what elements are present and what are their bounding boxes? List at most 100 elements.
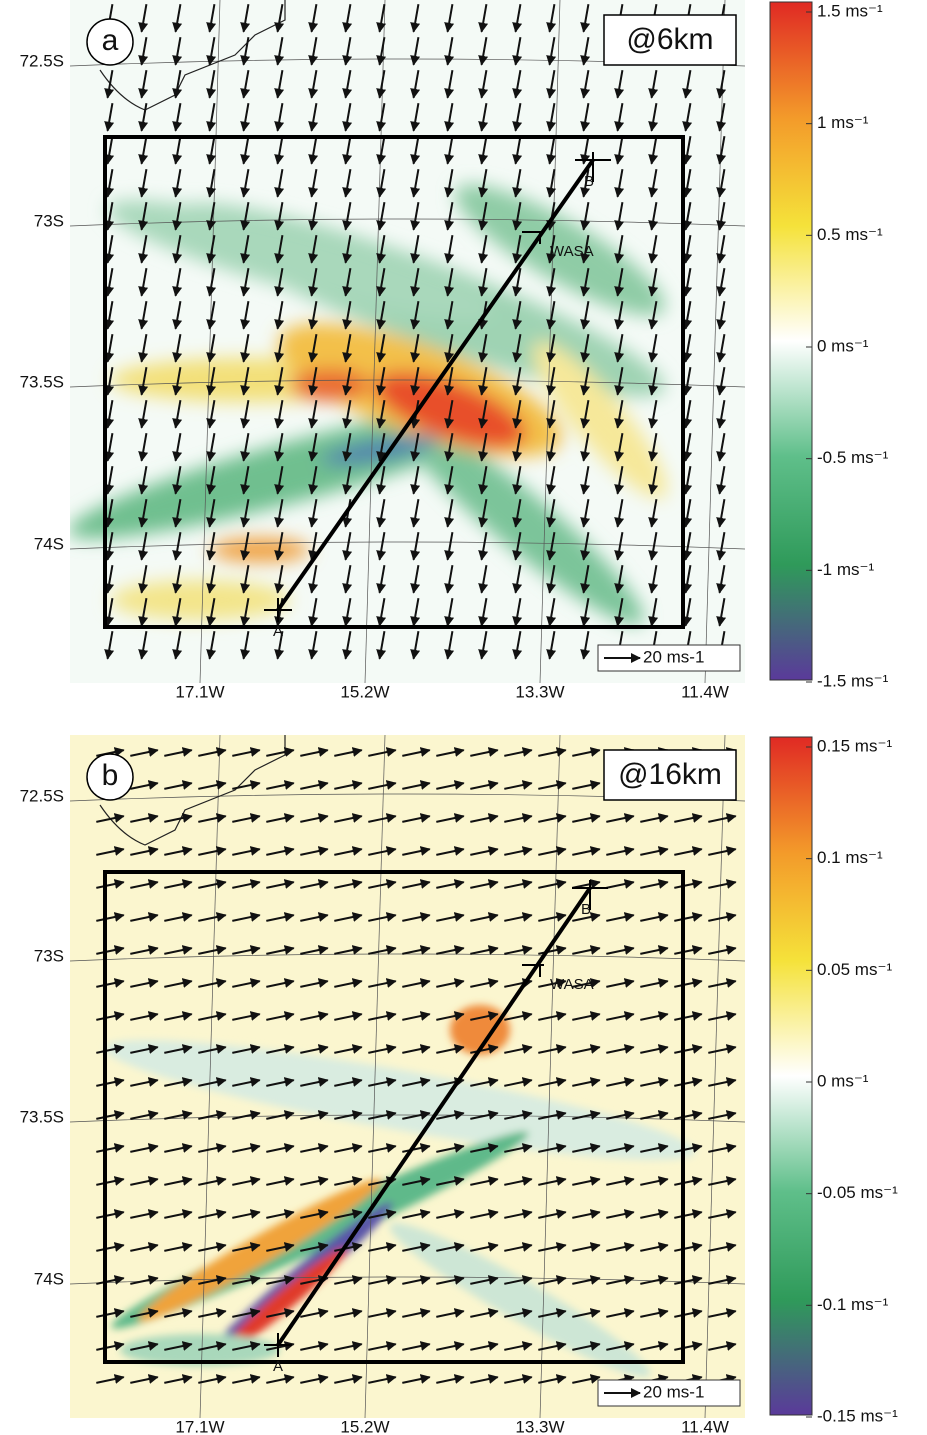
wind-arrow	[232, 1242, 261, 1252]
wind-arrow	[402, 1110, 431, 1120]
wind-arrow	[478, 103, 489, 132]
wind-arrow	[368, 879, 397, 889]
wind-arrow	[538, 846, 567, 856]
wind-arrow	[342, 565, 353, 594]
wind-arrow	[606, 1209, 635, 1219]
wind-arrow	[198, 747, 227, 757]
wind-arrow	[504, 1209, 533, 1219]
wind-arrow	[198, 945, 227, 955]
wind-arrow	[334, 747, 363, 757]
wind-arrow	[538, 1209, 567, 1219]
wind-arrow	[410, 136, 421, 165]
wind-arrow	[614, 70, 625, 99]
wind-arrow	[580, 631, 591, 660]
wind-arrow	[164, 1110, 193, 1120]
wind-arrow	[470, 1176, 499, 1186]
wind-arrow	[402, 978, 431, 988]
wind-arrow	[130, 1176, 159, 1186]
wind-arrow	[614, 301, 625, 330]
wind-arrow	[444, 400, 455, 429]
wind-arrow	[606, 1341, 635, 1351]
wind-arrow	[130, 1011, 159, 1021]
wind-arrow	[342, 367, 353, 396]
wind-arrow	[198, 1374, 227, 1384]
wind-arrow	[138, 598, 149, 627]
wind-arrow	[708, 1275, 737, 1285]
wind-arrow	[682, 70, 693, 99]
wind-arrow	[504, 1044, 533, 1054]
wind-arrow	[640, 945, 669, 955]
wind-arrow	[512, 433, 523, 462]
wind-arrow	[478, 268, 489, 297]
wind-arrow	[104, 466, 115, 495]
wind-arrow	[274, 334, 285, 363]
wind-arrow	[512, 103, 523, 132]
wind-arrow	[334, 1308, 363, 1318]
colorbar-label: 0 ms⁻¹	[817, 336, 869, 355]
wind-arrow	[342, 4, 353, 33]
longitude-line	[199, 0, 221, 683]
wind-arrow	[130, 846, 159, 856]
wind-arrow	[538, 1044, 567, 1054]
wind-arrow	[538, 978, 567, 988]
wind-arrow	[538, 747, 567, 757]
wind-arrow	[104, 268, 115, 297]
wind-arrow	[546, 70, 557, 99]
wind-arrow	[376, 400, 387, 429]
wind-arrow	[96, 1275, 125, 1285]
wind-arrow	[164, 780, 193, 790]
wind-arrow	[410, 301, 421, 330]
wind-arrow	[274, 433, 285, 462]
wind-arrow	[342, 532, 353, 561]
longitude-label: 15.2W	[340, 682, 389, 701]
wind-arrow	[232, 879, 261, 889]
wind-arrow	[614, 169, 625, 198]
wind-arrow	[198, 780, 227, 790]
panel-label-circle	[86, 753, 134, 801]
wind-arrow	[716, 169, 727, 198]
wind-arrow	[716, 400, 727, 429]
wind-arrow	[538, 879, 567, 889]
wind-arrow	[172, 4, 183, 33]
wind-arrow	[334, 879, 363, 889]
wind-arrow	[308, 400, 319, 429]
wind-arrow	[410, 499, 421, 528]
reference-label: 20 ms-1	[643, 647, 704, 666]
wind-arrow	[172, 532, 183, 561]
wind-arrow	[444, 136, 455, 165]
wind-arrow	[682, 367, 693, 396]
wind-arrow	[572, 1308, 601, 1318]
wind-arrow	[308, 532, 319, 561]
wind-arrow	[164, 1275, 193, 1285]
wind-arrow	[368, 912, 397, 922]
longitude-label: 13.3W	[515, 1417, 564, 1435]
wind-arrow	[546, 169, 557, 198]
wind-arrow	[410, 70, 421, 99]
longitude-line	[704, 735, 726, 1418]
wind-arrow	[164, 1308, 193, 1318]
wind-arrow	[172, 631, 183, 660]
wind-arrow	[206, 565, 217, 594]
wind-arrow	[614, 466, 625, 495]
reference-label: 20 ms-1	[643, 1382, 704, 1401]
wind-arrow	[716, 268, 727, 297]
wind-arrow	[546, 499, 557, 528]
wind-arrow	[368, 846, 397, 856]
wind-arrow	[512, 499, 523, 528]
wind-arrow	[138, 235, 149, 264]
wind-arrow	[402, 813, 431, 823]
wind-arrow	[308, 334, 319, 363]
wind-arrow	[648, 466, 659, 495]
wind-arrow	[300, 780, 329, 790]
wind-arrow	[436, 1209, 465, 1219]
wind-arrow	[478, 565, 489, 594]
wind-arrow	[504, 1077, 533, 1087]
wind-arrow	[376, 301, 387, 330]
wind-arrow	[300, 879, 329, 889]
wind-arrow	[240, 334, 251, 363]
wind-arrow	[206, 169, 217, 198]
wind-arrow	[444, 103, 455, 132]
wind-arrow	[206, 4, 217, 33]
wind-arrow	[376, 499, 387, 528]
wind-arrow	[674, 1209, 703, 1219]
